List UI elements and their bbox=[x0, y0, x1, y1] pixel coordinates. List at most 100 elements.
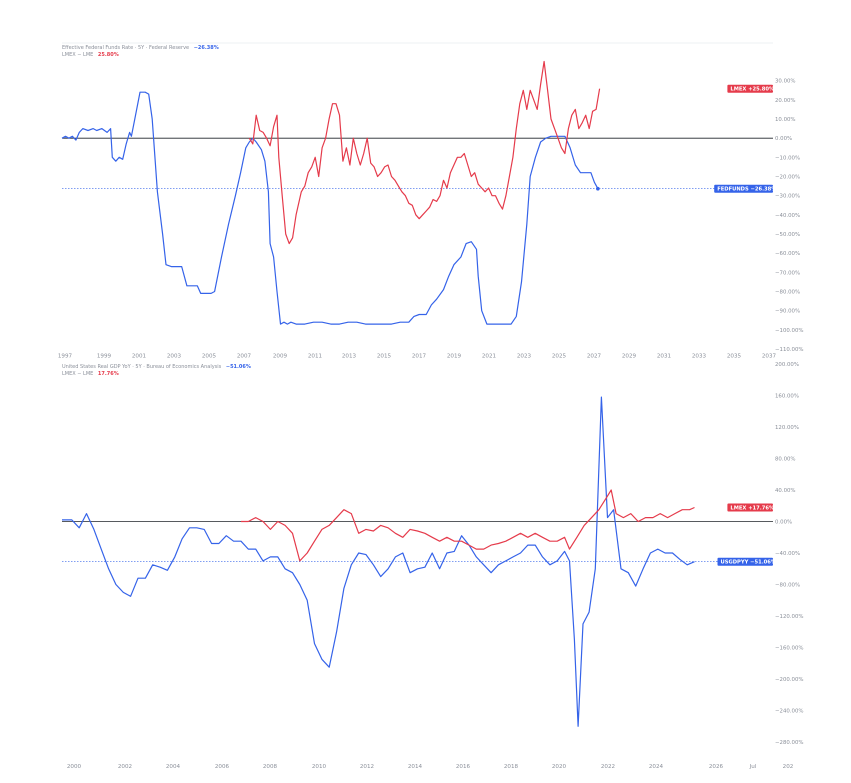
y-tick-label: 120.00% bbox=[775, 425, 799, 431]
y-tick-label: 0.00% bbox=[775, 520, 792, 526]
x-tick-label: 2020 bbox=[552, 764, 567, 770]
bottom-legend-line1-value: −51.06% bbox=[226, 364, 251, 370]
x-tick-label: 2013 bbox=[342, 354, 357, 360]
x-tick-label: 1999 bbox=[97, 354, 112, 360]
y-tick-label: −40.00% bbox=[775, 551, 800, 557]
y-tick-label: 0.00% bbox=[775, 136, 792, 142]
price-badge-lmex: LMEX +25.80% bbox=[727, 84, 775, 93]
y-tick-label: −70.00% bbox=[775, 270, 800, 276]
series-endpoint-fedfunds bbox=[596, 186, 600, 191]
x-tick-label: 2019 bbox=[447, 354, 462, 360]
price-badge-usgdpyy: USGDPYY −51.06% bbox=[717, 557, 777, 566]
top-legend-line2-value: 25.80% bbox=[98, 52, 119, 58]
y-tick-label: 30.00% bbox=[775, 79, 796, 85]
x-tick-label: 2021 bbox=[482, 354, 497, 360]
top-legend-line1: Effective Federal Funds Rate · 5Y · Fede… bbox=[62, 45, 219, 51]
top-legend-line1-prefix: Effective Federal Funds Rate · 5Y · Fede… bbox=[62, 45, 189, 51]
x-tick-label: Jul bbox=[749, 764, 757, 770]
x-tick-label: 2026 bbox=[709, 764, 724, 770]
badge-label: LMEX +25.80% bbox=[730, 87, 775, 93]
x-tick-label: 202 bbox=[783, 764, 794, 770]
top-panel: Effective Federal Funds Rate · 5Y · Fede… bbox=[58, 42, 804, 360]
badge-background bbox=[727, 84, 773, 93]
y-tick-label: −240.00% bbox=[775, 709, 804, 715]
top-legend-line2-prefix: LMEX − LME bbox=[62, 52, 93, 58]
y-tick-label: −20.00% bbox=[775, 175, 800, 181]
x-tick-label: 2022 bbox=[601, 764, 615, 770]
y-tick-label: −60.00% bbox=[775, 251, 800, 257]
y-tick-label: −200.00% bbox=[775, 677, 804, 683]
y-tick-label: −30.00% bbox=[775, 194, 800, 200]
x-tick-label: 2031 bbox=[657, 354, 672, 360]
badge-background bbox=[727, 503, 773, 512]
y-tick-label: −100.00% bbox=[775, 328, 804, 334]
x-tick-label: 2000 bbox=[67, 764, 82, 770]
price-badge-lmex: LMEX +17.76% bbox=[727, 503, 775, 512]
y-tick-label: 200.00% bbox=[775, 362, 799, 368]
x-tick-label: 2035 bbox=[727, 354, 742, 360]
y-tick-label: −80.00% bbox=[775, 583, 800, 589]
badge-background bbox=[714, 184, 773, 193]
bottom-legend-line1-prefix: United States Real GDP YoY · 5Y · Bureau… bbox=[62, 364, 222, 370]
top-legend-line1-value: −26.38% bbox=[194, 45, 219, 51]
x-tick-label: 2017 bbox=[412, 354, 427, 360]
bottom-series-group bbox=[62, 396, 695, 727]
badge-label: USGDPYY −51.06% bbox=[721, 560, 777, 566]
badge-background bbox=[717, 557, 773, 566]
series-line-usgdpyy[interactable] bbox=[62, 396, 695, 727]
x-tick-label: 2012 bbox=[360, 764, 374, 770]
top-y-axis: 30.00% 20.00% 10.00% 0.00% −10.00% −20.00% −30… bbox=[775, 79, 804, 353]
badge-label: LMEX +17.76% bbox=[730, 506, 775, 512]
x-tick-label: 2010 bbox=[312, 764, 327, 770]
x-tick-label: 2033 bbox=[692, 354, 707, 360]
top-badges: LMEX +25.80% FEDFUNDS −26.38% bbox=[714, 84, 777, 193]
series-line-fedfunds[interactable] bbox=[61, 91, 599, 325]
badge-label: FEDFUNDS −26.38% bbox=[717, 187, 777, 193]
x-tick-label: 2027 bbox=[587, 354, 602, 360]
y-tick-label: 10.00% bbox=[775, 117, 796, 123]
bottom-legend-line1: United States Real GDP YoY · 5Y · Bureau… bbox=[62, 364, 251, 370]
x-tick-label: 2016 bbox=[456, 764, 471, 770]
x-tick-label: 2014 bbox=[408, 764, 423, 770]
y-tick-label: −10.00% bbox=[775, 155, 800, 161]
x-tick-label: 2007 bbox=[237, 354, 252, 360]
series-line-lmex[interactable] bbox=[241, 489, 695, 562]
y-tick-label: 20.00% bbox=[775, 98, 796, 104]
x-tick-label: 1997 bbox=[58, 354, 73, 360]
x-tick-label: 2001 bbox=[132, 354, 147, 360]
x-tick-label: 2003 bbox=[167, 354, 182, 360]
y-tick-label: 160.00% bbox=[775, 394, 799, 400]
y-tick-label: −90.00% bbox=[775, 309, 800, 315]
bottom-badges: LMEX +17.76% USGDPYY −51.06% bbox=[717, 503, 777, 566]
y-tick-label: 40.00% bbox=[775, 488, 796, 494]
x-tick-label: 2011 bbox=[308, 354, 323, 360]
price-badge-fedfunds: FEDFUNDS −26.38% bbox=[714, 184, 777, 193]
x-tick-label: 2005 bbox=[202, 354, 217, 360]
y-tick-label: −280.00% bbox=[775, 740, 804, 746]
x-tick-label: 2037 bbox=[762, 354, 777, 360]
bottom-x-axis: 2000 2002 2004 2006 2008 2010 2012 2014 2016 2018… bbox=[67, 764, 793, 770]
x-tick-label: 2008 bbox=[263, 764, 278, 770]
bottom-legend-line2-value: 17.76% bbox=[98, 371, 119, 377]
y-tick-label: −110.00% bbox=[775, 347, 804, 353]
y-tick-label: 80.00% bbox=[775, 457, 796, 463]
x-tick-label: 2004 bbox=[166, 764, 181, 770]
x-tick-label: 2018 bbox=[504, 764, 519, 770]
x-tick-label: 2023 bbox=[517, 354, 532, 360]
top-x-axis: 1997 1999 2001 2003 2005 2007 2009 2011 2013 2015… bbox=[58, 354, 777, 360]
bottom-legend-line2-prefix: LMEX − LME bbox=[62, 371, 93, 377]
series-line-lmex[interactable] bbox=[248, 60, 601, 245]
x-tick-label: 2002 bbox=[118, 764, 132, 770]
bottom-panel: United States Real GDP YoY · 5Y · Bureau… bbox=[62, 362, 804, 770]
bottom-y-axis: 200.00% 160.00% 120.00% 80.00% 40.00% 0.00% −4… bbox=[775, 362, 804, 746]
x-tick-label: 2006 bbox=[215, 764, 230, 770]
x-tick-label: 2015 bbox=[377, 354, 392, 360]
y-tick-label: −160.00% bbox=[775, 646, 804, 652]
top-legend-line2: LMEX − LME 25.80% bbox=[62, 52, 119, 58]
x-tick-label: 2009 bbox=[273, 354, 288, 360]
bottom-legend-line2: LMEX − LME 17.76% bbox=[62, 371, 119, 377]
y-tick-label: −40.00% bbox=[775, 213, 800, 219]
y-tick-label: −50.00% bbox=[775, 232, 800, 238]
